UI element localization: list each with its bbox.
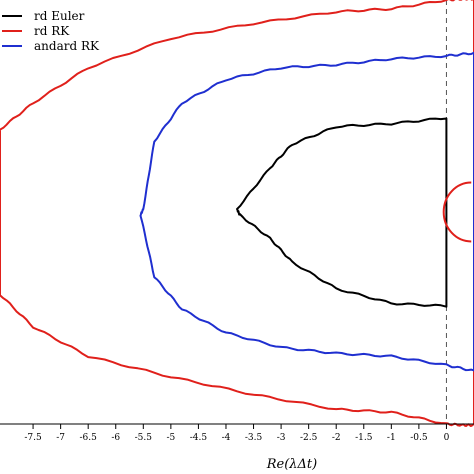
series-line-1 [0,0,474,427]
x-tick-label-11: -2 [332,433,341,443]
x-tick-label-2: -6.5 [80,433,98,443]
legend-label-0: rd Euler [34,9,85,23]
x-tick-label-5: -5 [166,433,175,443]
x-tick-label-14: -0.5 [410,433,428,443]
x-tick-label-0: -7.5 [24,433,42,443]
legend-label-1: rd RK [34,24,70,38]
x-tick-label-4: -5.5 [135,433,153,443]
x-tick-label-10: -2.5 [300,433,318,443]
series-line-0 [236,117,448,308]
x-axis-label: Re(λΔt) [266,457,317,472]
x-tick-label-15: 0 [444,433,450,443]
legend: rd Euler rd RK andard RK [2,9,100,53]
partial-circle-curve [442,181,472,243]
plot-area [0,0,474,427]
x-tick-label-3: -6 [111,433,120,443]
x-tick-label-8: -3.5 [245,433,263,443]
x-tick-label-1: -7 [56,433,65,443]
x-tick-label-9: -3 [277,433,286,443]
x-tick-label-6: -4.5 [190,433,208,443]
x-tick-label-7: -4 [222,433,231,443]
x-tick-label-12: -1.5 [355,433,373,443]
x-axis-ticks: -7.5 -7 -6.5 -6 -5.5 -5 -4.5 -4 -3.5 -3 -2.5 -2 -1.5… [24,424,450,443]
series-line-2 [139,51,474,372]
legend-label-2: andard RK [34,39,100,53]
x-tick-label-13: -1 [387,433,396,443]
